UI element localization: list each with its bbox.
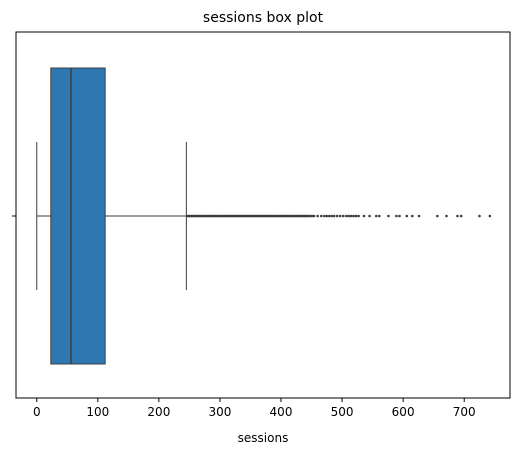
outlier-point bbox=[332, 214, 336, 218]
outlier-point bbox=[316, 214, 319, 218]
outlier-point bbox=[395, 214, 398, 218]
outlier-point bbox=[341, 214, 345, 218]
outlier-point bbox=[320, 214, 323, 218]
outlier-point bbox=[309, 214, 312, 218]
outlier-point bbox=[436, 214, 439, 218]
x-tick-label: 700 bbox=[453, 405, 476, 419]
outlier-point bbox=[445, 214, 448, 218]
outlier-point bbox=[357, 214, 360, 218]
outlier-point bbox=[325, 214, 329, 218]
x-axis-ticks: 0 100 200 300 400 500 600 700 bbox=[12, 215, 476, 419]
outlier-point bbox=[478, 214, 481, 218]
outlier-point bbox=[405, 214, 409, 218]
plot-area bbox=[36, 67, 492, 365]
iqr-box bbox=[50, 67, 106, 365]
outlier-point bbox=[398, 214, 401, 218]
outlier-point bbox=[374, 214, 378, 218]
outlier-point bbox=[459, 214, 463, 218]
outlier-point bbox=[323, 214, 326, 218]
outlier-point bbox=[330, 214, 333, 218]
outlier-point bbox=[387, 214, 390, 218]
x-tick-label: 400 bbox=[270, 405, 293, 419]
outlier-point bbox=[347, 214, 351, 218]
outlier-point bbox=[417, 214, 421, 218]
x-axis-label: sessions bbox=[238, 431, 289, 445]
x-tick-label: 300 bbox=[208, 405, 231, 419]
outlier-point bbox=[307, 214, 310, 218]
x-tick-label: 600 bbox=[392, 405, 415, 419]
outlier-point bbox=[335, 214, 339, 218]
x-tick-label: 200 bbox=[147, 405, 170, 419]
x-tick-label: 500 bbox=[331, 405, 354, 419]
outlier-point bbox=[352, 214, 355, 218]
outlier-point bbox=[456, 214, 459, 218]
outlier-point bbox=[488, 214, 492, 218]
x-tick-label: 0 bbox=[33, 405, 41, 419]
axes-frame bbox=[15, 31, 511, 399]
outlier-point bbox=[368, 214, 371, 218]
outlier-point bbox=[349, 214, 353, 218]
outlier-point bbox=[310, 214, 314, 218]
outlier-point bbox=[362, 214, 366, 218]
outlier-point bbox=[338, 214, 342, 218]
outlier-point bbox=[312, 214, 316, 218]
x-tick-label: 100 bbox=[86, 405, 109, 419]
outlier-point bbox=[410, 214, 414, 218]
outlier-point bbox=[327, 214, 331, 218]
outlier-point bbox=[345, 214, 348, 218]
outlier-point bbox=[354, 214, 358, 218]
chart-title: sessions box plot bbox=[203, 10, 324, 26]
outlier-point bbox=[378, 214, 381, 218]
